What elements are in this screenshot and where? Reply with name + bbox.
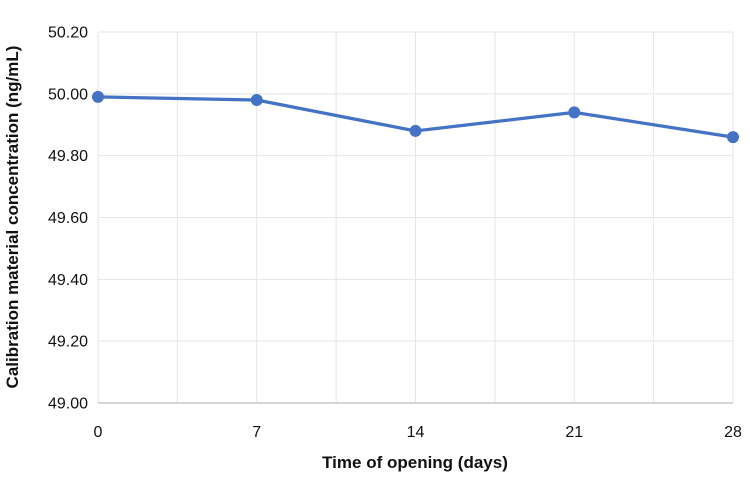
data-series xyxy=(92,90,739,144)
x-tick-label: 7 xyxy=(252,424,261,441)
y-tick-label: 49.80 xyxy=(48,148,88,165)
axis-tick-labels: 49.00 49.20 49.40 49.60 49.80 50.00 50.20 0 7 14 2… xyxy=(48,25,742,442)
y-tick-label: 49.20 xyxy=(48,334,88,351)
y-tick-label: 49.00 xyxy=(48,396,88,413)
y-tick-label: 50.00 xyxy=(48,86,88,103)
data-point xyxy=(250,94,263,107)
gridlines xyxy=(97,31,734,404)
x-tick-label: 28 xyxy=(724,424,742,441)
y-axis-title: Calibration material concentration (ng/m… xyxy=(3,46,22,389)
data-point xyxy=(92,90,104,103)
data-point xyxy=(727,131,739,144)
y-tick-label: 49.60 xyxy=(48,210,88,227)
x-axis-title: Time of opening (days) xyxy=(322,453,508,472)
data-point xyxy=(568,106,581,119)
x-tick-label: 0 xyxy=(94,424,103,441)
y-tick-label: 50.20 xyxy=(48,25,88,42)
y-tick-label: 49.40 xyxy=(48,272,88,289)
data-point xyxy=(409,124,422,137)
x-tick-label: 14 xyxy=(407,424,425,441)
x-tick-label: 21 xyxy=(565,424,583,441)
